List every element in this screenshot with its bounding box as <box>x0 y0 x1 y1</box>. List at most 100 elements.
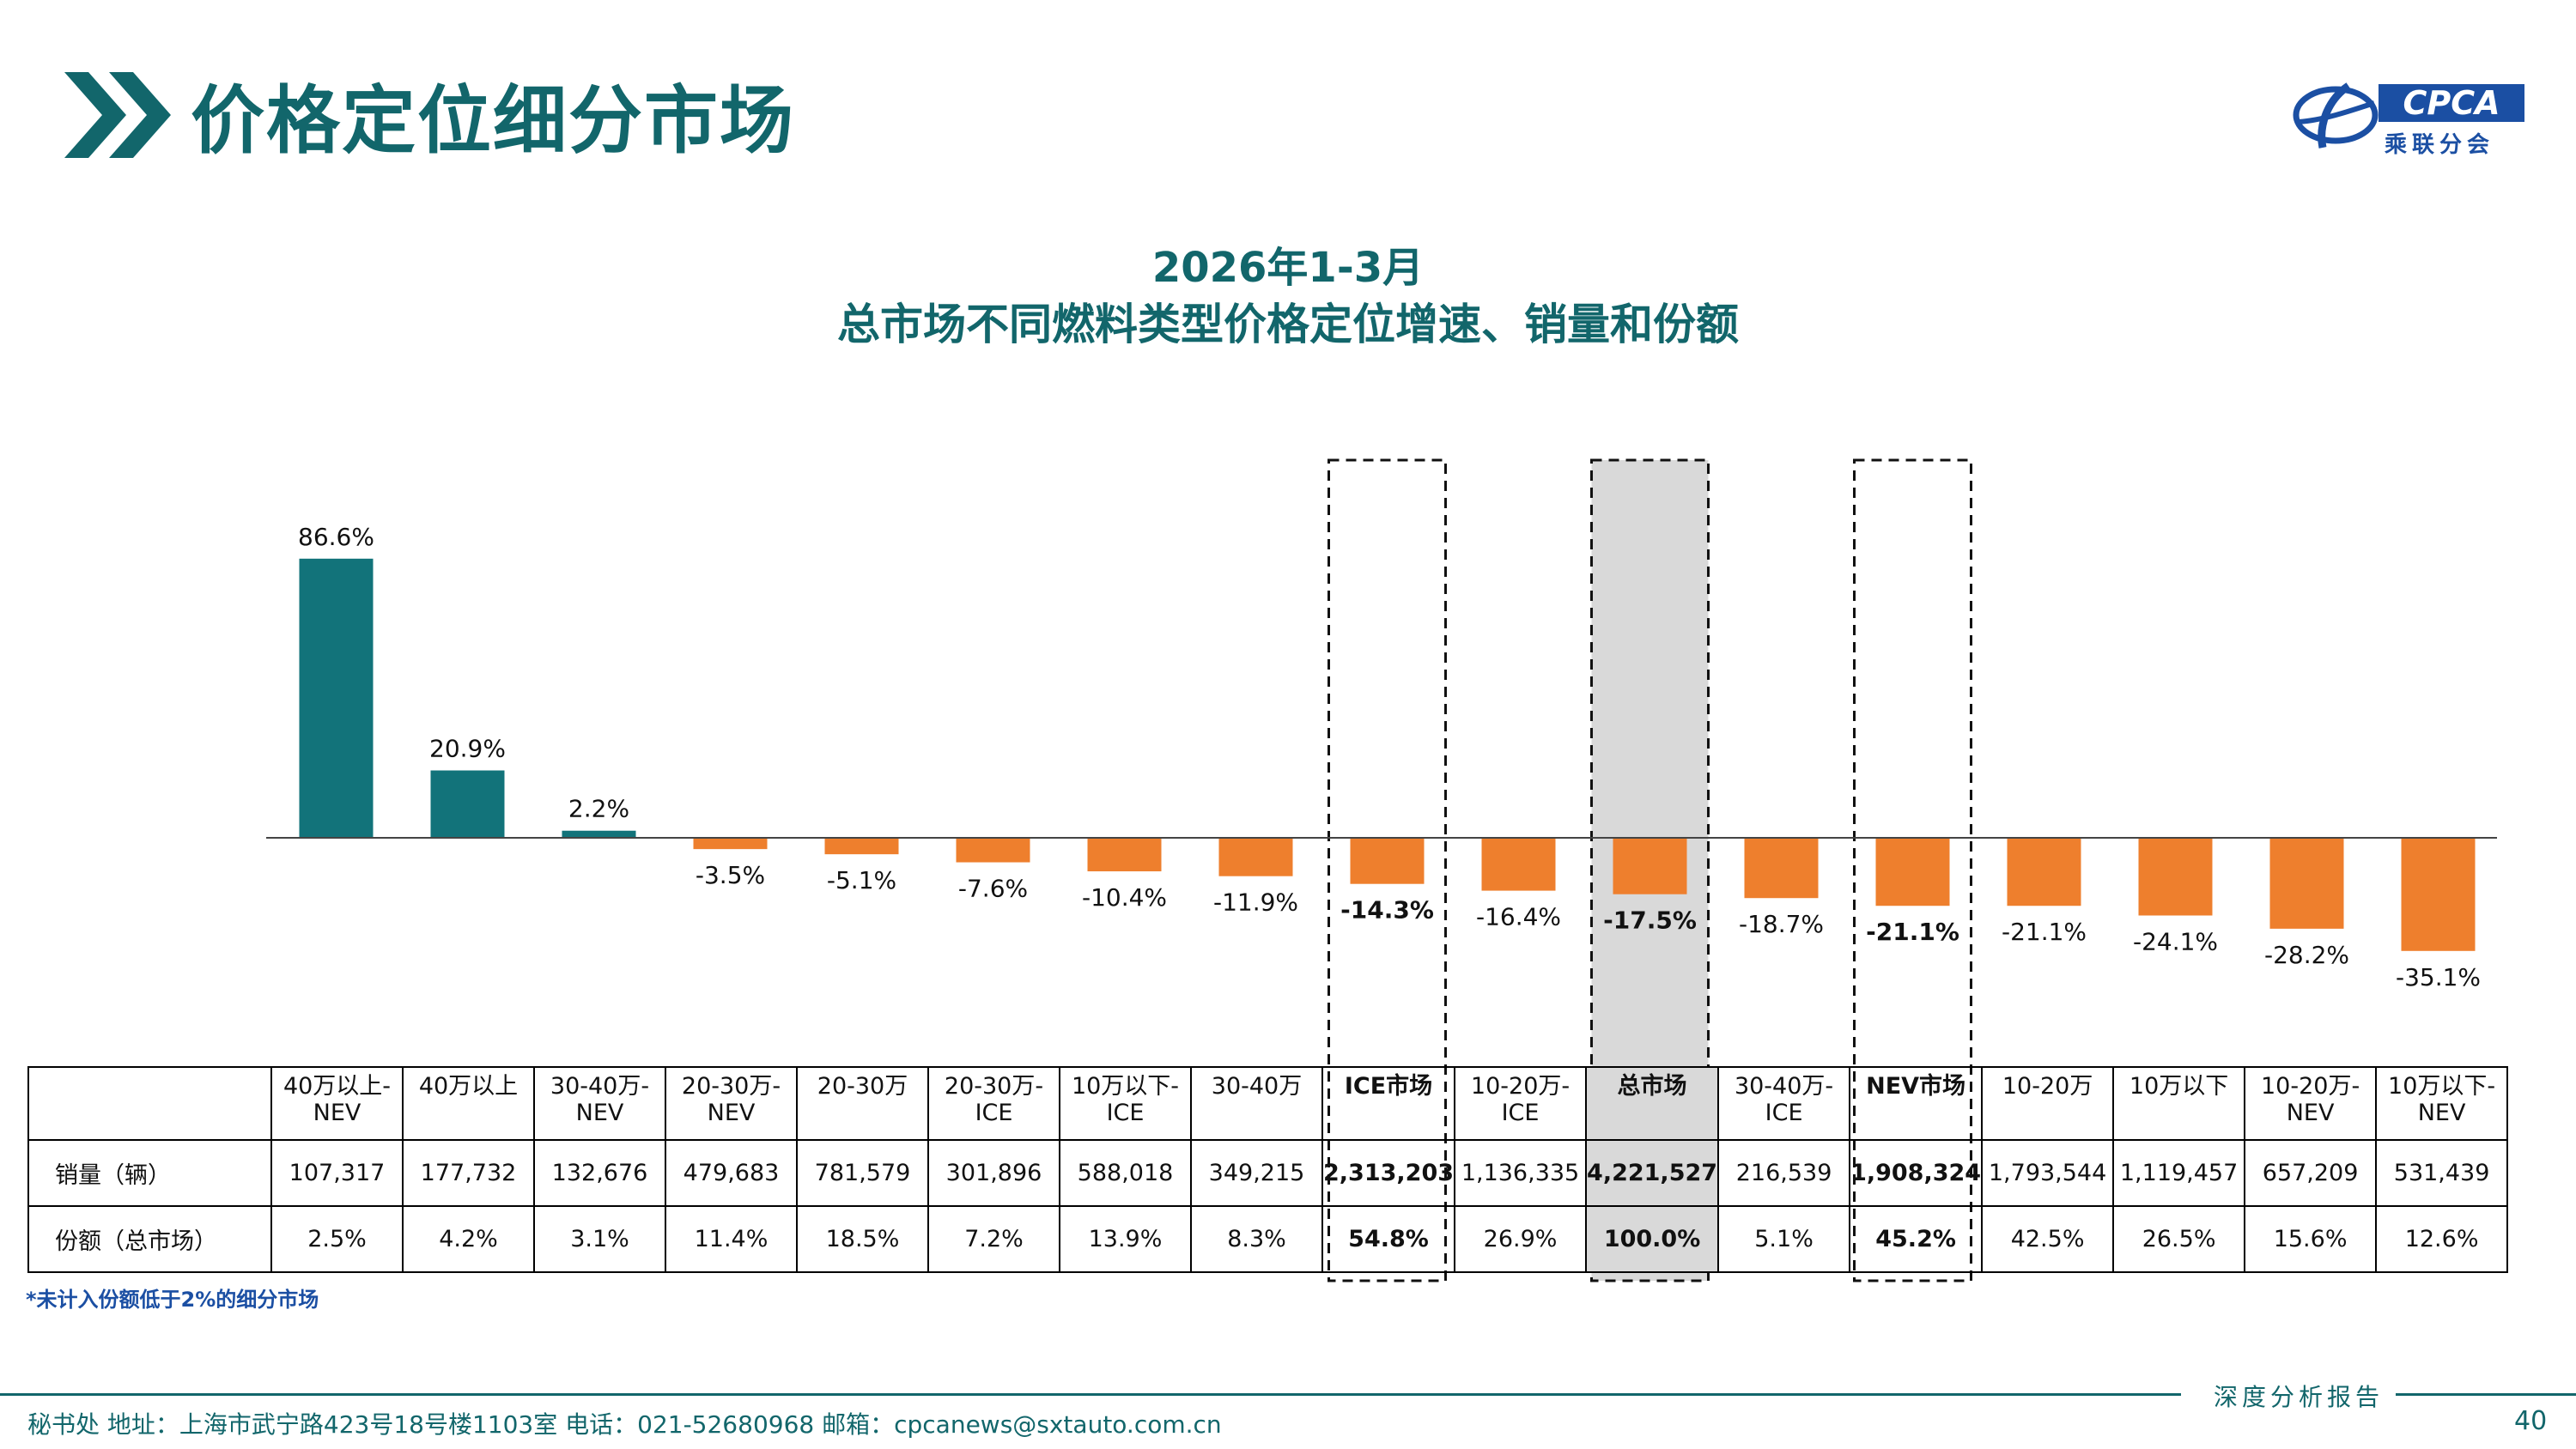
highlight-box-10 <box>1590 458 1710 1282</box>
footnote: *未计入份额低于2%的细分市场 <box>26 1288 319 1312</box>
chevron-right-icon <box>64 72 171 158</box>
table-cell: 107,317 <box>270 1139 404 1207</box>
table-header-cell: 30-40万-NEV <box>533 1066 666 1141</box>
table-cell: 1,793,544 <box>1981 1139 2115 1207</box>
data-label-4: -5.1% <box>827 866 896 894</box>
table-cell: 12.6% <box>2375 1205 2509 1273</box>
bar-14 <box>2138 838 2213 916</box>
globe-logo-icon <box>2293 82 2379 149</box>
footer-contact: 秘书处 地址：上海市武宁路423号18号楼1103室 电话：021-526809… <box>27 1410 1222 1439</box>
table-cell: 1,119,457 <box>2112 1139 2246 1207</box>
table-header-cell: 总市场 <box>1585 1066 1720 1141</box>
bar-10 <box>1613 838 1687 894</box>
data-label-13: -21.1% <box>2002 918 2087 946</box>
table-cell: 15.6% <box>2244 1205 2378 1273</box>
chart-title-line1: 2026年1-3月 <box>1151 244 1425 292</box>
table-header-cell: 10万以下-NEV <box>2375 1066 2509 1141</box>
table-cell: 8.3% <box>1190 1205 1323 1273</box>
bar-12 <box>1875 838 1950 906</box>
table-row: 份额（总市场） 2.5% 4.2% 3.1% 11.4% 18.5% 7.2% 13.9% 8.… <box>27 1205 2509 1273</box>
bar-8 <box>1350 838 1425 884</box>
data-label-9: -16.4% <box>1476 903 1561 931</box>
table-cell: 26.9% <box>1454 1205 1588 1273</box>
table-header-cell: NEV市场 <box>1849 1066 1984 1141</box>
table-cell: 2,313,203 <box>1321 1139 1456 1207</box>
bar-3 <box>693 838 768 850</box>
table-cell: 26.5% <box>2112 1205 2246 1273</box>
data-label-15: -28.2% <box>2264 941 2349 969</box>
highlight-box-12 <box>1853 458 1972 1282</box>
data-label-2: 2.2% <box>568 795 629 823</box>
data-table: 40万以上-NEV 40万以上 30-40万-NEV 20-30万-NEV 20-30万… <box>27 1066 2509 1273</box>
table-cell: 349,215 <box>1190 1139 1323 1207</box>
table-cell: 4.2% <box>402 1205 535 1273</box>
table-cell: 531,439 <box>2375 1139 2509 1207</box>
table-cell: 18.5% <box>796 1205 929 1273</box>
page-title: 价格定位细分市场 <box>191 78 795 164</box>
bar-2 <box>562 830 636 838</box>
table-header-cell: 10-20万-ICE <box>1454 1066 1588 1141</box>
table-header-cell: 10-20万 <box>1981 1066 2115 1141</box>
report-tag: 深度分析报告 <box>2214 1383 2385 1411</box>
bar-11 <box>1744 838 1819 899</box>
row-label: 销量（辆） <box>27 1139 272 1207</box>
table-header-cell: 10万以下-ICE <box>1059 1066 1192 1141</box>
table-header-cell: 40万以上 <box>402 1066 535 1141</box>
logo-chinese-text: 乘联分会 <box>2385 132 2495 158</box>
table-cell: 301,896 <box>927 1139 1060 1207</box>
table-cell: 42.5% <box>1981 1205 2115 1273</box>
table-cell: 13.9% <box>1059 1205 1192 1273</box>
table-header-cell: 10万以下 <box>2112 1066 2246 1141</box>
table-header-cell: 40万以上-NEV <box>270 1066 404 1141</box>
data-label-0: 86.6% <box>298 523 374 551</box>
data-label-1: 20.9% <box>429 735 506 763</box>
data-label-11: -18.7% <box>1739 910 1824 938</box>
data-label-7: -11.9% <box>1213 888 1298 917</box>
bar-15 <box>2269 838 2344 929</box>
bar-13 <box>2007 838 2081 906</box>
table-cell: 4,221,527 <box>1585 1139 1720 1207</box>
bar-4 <box>824 838 899 855</box>
highlight-box-8 <box>1327 458 1447 1282</box>
data-label-16: -35.1% <box>2396 963 2481 991</box>
bar-7 <box>1218 838 1293 876</box>
table-row: 销量（辆） 107,317 177,732 132,676 479,683 781,579… <box>27 1139 2509 1207</box>
footer-divider <box>0 1393 2181 1396</box>
bar-0 <box>299 558 374 838</box>
row-label: 份额（总市场） <box>27 1205 272 1273</box>
table-cell: 1,908,324 <box>1849 1139 1984 1207</box>
table-cell: 479,683 <box>665 1139 798 1207</box>
bar-6 <box>1087 838 1162 872</box>
table-cell: 3.1% <box>533 1205 666 1273</box>
page-number: 40 <box>2514 1406 2548 1436</box>
table-header-cell: 20-30万-ICE <box>927 1066 1060 1141</box>
table-cell: 657,209 <box>2244 1139 2378 1207</box>
bar-5 <box>956 838 1030 863</box>
table-cell: 781,579 <box>796 1139 929 1207</box>
table-cell: 54.8% <box>1321 1205 1456 1273</box>
table-cell: 100.0% <box>1585 1205 1720 1273</box>
data-label-8: -14.3% <box>1340 896 1434 925</box>
footer-divider-right <box>2396 1393 2576 1396</box>
table-header-cell: 30-40万 <box>1190 1066 1323 1141</box>
data-label-12: -21.1% <box>1866 918 1959 946</box>
table-cell: 1,136,335 <box>1454 1139 1588 1207</box>
data-label-5: -7.6% <box>958 875 1028 903</box>
table-header-cell: 20-30万-NEV <box>665 1066 798 1141</box>
bar-9 <box>1481 838 1556 891</box>
table-header-cell: 30-40万-ICE <box>1717 1066 1851 1141</box>
table-cell: 588,018 <box>1059 1139 1192 1207</box>
data-label-6: -10.4% <box>1082 883 1167 912</box>
table-cell: 5.1% <box>1717 1205 1851 1273</box>
table-cell: 132,676 <box>533 1139 666 1207</box>
page-header: 价格定位细分市场 CPCA 乘联分会 <box>0 0 2576 197</box>
chart-title-line2: 总市场不同燃料类型价格定位增速、销量和份额 <box>837 300 1739 349</box>
table-cell: 11.4% <box>665 1205 798 1273</box>
table-cell: 2.5% <box>270 1205 404 1273</box>
logo-brand-text: CPCA <box>2379 84 2524 122</box>
bar-16 <box>2401 838 2476 951</box>
table-header-cell: 10-20万-NEV <box>2244 1066 2378 1141</box>
table-header-cell: 20-30万 <box>796 1066 929 1141</box>
table-header-cell: ICE市场 <box>1321 1066 1456 1141</box>
table-cell: 7.2% <box>927 1205 1060 1273</box>
